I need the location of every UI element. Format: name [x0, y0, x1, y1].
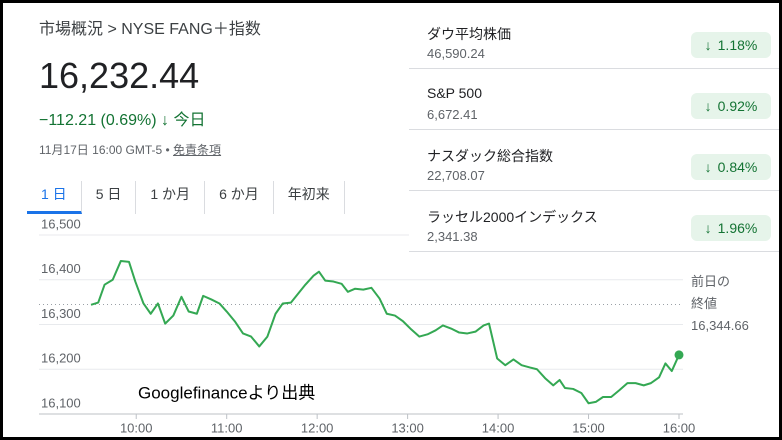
x-tick-label: 14:00: [482, 420, 515, 435]
down-arrow: ↓: [704, 220, 712, 236]
index-row[interactable]: ラッセル2000インデックス 2,341.38 ↓ 1.96%: [409, 191, 779, 252]
y-tick-label: 16,400: [41, 261, 81, 276]
x-tick-label: 13:00: [391, 420, 424, 435]
down-arrow: ↓: [704, 98, 712, 114]
y-tick-label: 16,500: [41, 216, 81, 231]
change-pill: ↓ 1.18%: [691, 32, 771, 58]
index-name: ナスダック総合指数: [427, 148, 553, 164]
index-value: 2,341.38: [427, 229, 478, 244]
timestamp: 11月17日 16:00 GMT-5: [39, 143, 163, 157]
reference-label: 前日の: [691, 274, 730, 289]
x-tick-label: 10:00: [120, 420, 153, 435]
change-line: −112.21 (0.69%) ↓ 今日: [39, 106, 205, 130]
range-tab[interactable]: 6 か月: [205, 181, 274, 214]
x-tick-label: 12:00: [301, 420, 334, 435]
last-point: [674, 350, 684, 360]
index-row[interactable]: ナスダック総合指数 22,708.07 ↓ 0.84%: [409, 130, 779, 191]
change: −112.21 (0.69%): [39, 112, 157, 129]
change-pill: ↓ 0.92%: [691, 93, 771, 119]
index-name: S&P 500: [427, 85, 483, 101]
down-arrow: ↓: [704, 159, 712, 175]
index-name: ダウ平均株価: [427, 26, 511, 42]
index-row[interactable]: S&P 500 6,672.41 ↓ 0.92%: [409, 69, 779, 130]
index-name: ラッセル2000インデックス: [427, 209, 598, 225]
price-line: [90, 259, 680, 405]
y-tick-label: 16,100: [41, 395, 81, 410]
range-tab[interactable]: 1 か月: [136, 181, 206, 214]
down-arrow: ↓: [704, 37, 712, 53]
index-value: 22,708.07: [427, 168, 485, 183]
y-tick-label: 16,300: [41, 306, 81, 321]
index-change: 1.96%: [717, 220, 758, 236]
timestamp-line: 11月17日 16:00 GMT-5 • 免責条項: [39, 143, 222, 157]
index-panel: ダウ平均株価 46,590.24 ↓ 1.18% S&P 500 6,672.41 ↓ 0.9…: [409, 3, 779, 253]
index-change: 0.84%: [717, 159, 758, 175]
index-row[interactable]: ダウ平均株価 46,590.24 ↓ 1.18%: [409, 8, 779, 69]
annotation: Googlefinanceより出典: [138, 383, 315, 402]
index-value: 6,672.41: [427, 107, 478, 122]
breadcrumb[interactable]: 市場概況 > NYSE FANG＋指数: [39, 21, 261, 38]
x-tick-label: 15:00: [572, 420, 605, 435]
index-change: 0.92%: [717, 98, 758, 114]
reference-label: 終値: [691, 296, 717, 311]
price: 16,232.44: [39, 55, 200, 96]
reference-value: 16,344.66: [691, 318, 749, 333]
chart: 16,100 16,200 16,300 16,400 16,500 10:00 11:00…: [39, 216, 749, 435]
change-pill: ↓ 1.96%: [691, 215, 771, 241]
range-tab[interactable]: 5 日: [82, 181, 137, 214]
change-pill: ↓ 0.84%: [691, 154, 771, 180]
x-tick-label: 11:00: [211, 420, 243, 435]
index-change: 1.18%: [717, 37, 758, 53]
y-tick-label: 16,200: [41, 351, 81, 366]
disclaimer-link[interactable]: 免責条項: [173, 143, 222, 157]
range-tab[interactable]: 1 日: [27, 181, 82, 214]
range-tab[interactable]: 年初来: [274, 181, 345, 214]
down-arrow: ↓: [161, 112, 170, 129]
index-value: 46,590.24: [427, 46, 485, 61]
x-tick-label: 16:00: [663, 420, 696, 435]
change-period: 今日: [173, 112, 206, 129]
